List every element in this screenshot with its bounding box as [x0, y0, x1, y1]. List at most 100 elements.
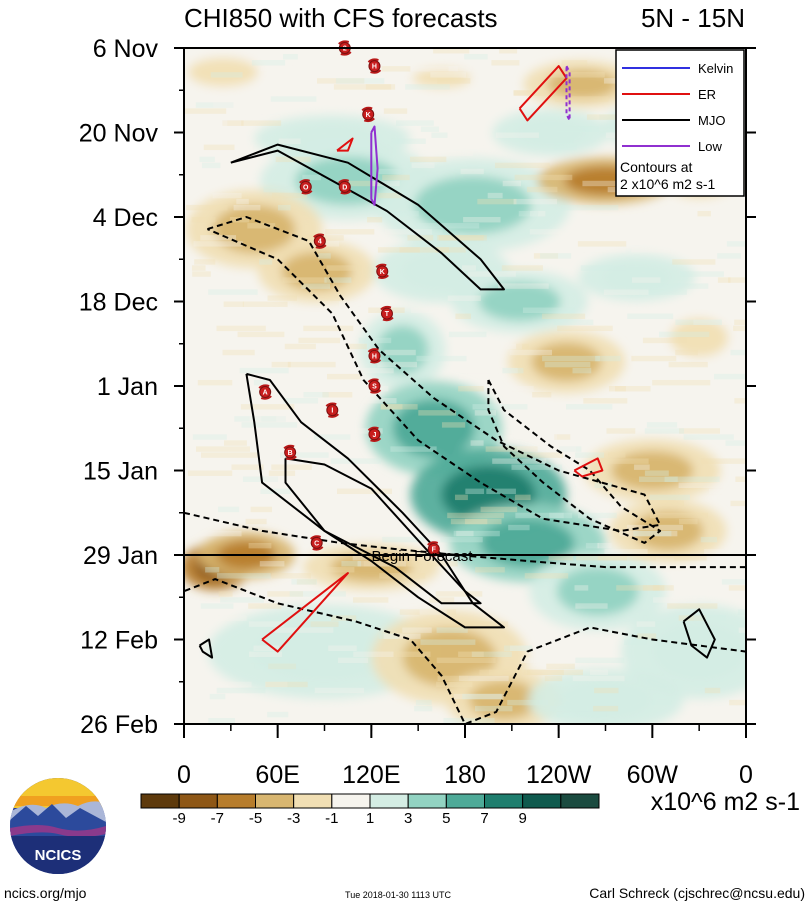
anomaly-stripe [267, 711, 289, 718]
anomaly-stripe [486, 488, 516, 495]
anomaly-stripe [242, 476, 279, 482]
anomaly-stripe [188, 114, 237, 120]
storm-dot-icon [284, 446, 297, 459]
y-tick-label: 1 Jan [97, 373, 158, 401]
anomaly-stripe [556, 126, 592, 132]
anomaly-stripe [465, 488, 485, 495]
anomaly-stripe [384, 229, 432, 235]
anomaly-stripe [191, 217, 216, 223]
anomaly-stripe [463, 217, 501, 223]
anomaly-stripe [363, 561, 420, 567]
y-tick-label: 26 Feb [80, 711, 158, 739]
anomaly-stripe [414, 705, 433, 712]
contour-mjo-positive [198, 638, 214, 659]
anomaly-stripe [268, 663, 297, 670]
anomaly-stripe [667, 603, 718, 609]
anomaly-stripe [192, 271, 211, 277]
anomaly-stripe [335, 78, 385, 84]
anomaly-stripe [507, 699, 548, 706]
anomaly-stripe [330, 458, 382, 464]
anomaly-stripe [237, 331, 285, 338]
anomaly-stripe [548, 555, 574, 561]
anomaly-stripe [577, 512, 617, 519]
anomaly-stripe [553, 319, 594, 326]
anomaly-stripe [371, 180, 400, 187]
anomaly-stripe [462, 265, 476, 271]
storm-swirl-icon [309, 535, 324, 551]
storm-label: H [372, 353, 377, 360]
anomaly-stripe [248, 542, 272, 549]
anomaly-stripe [542, 355, 600, 362]
anomaly-stripe [734, 319, 746, 326]
anomaly-blob [412, 68, 471, 88]
anomaly-stripe [510, 645, 529, 651]
anomaly-stripe [266, 307, 322, 313]
anomaly-stripe [283, 54, 298, 60]
anomaly-stripe [678, 482, 725, 489]
anomaly-blob [392, 399, 475, 458]
anomaly-stripe [357, 561, 406, 567]
anomaly-stripe [728, 277, 746, 283]
anomaly-stripe [199, 156, 215, 163]
anomaly-stripe [735, 476, 746, 482]
anomaly-stripe [529, 229, 563, 235]
anomaly-stripe [337, 398, 397, 404]
storm-dot-icon [368, 428, 381, 441]
legend-label-mjo: MJO [698, 113, 725, 128]
legend: Kelvin ER MJO Low Contours at 2 x10^6 m2 s-… [615, 49, 745, 197]
contour-low-negative [370, 125, 379, 206]
anomaly-stripe [322, 567, 355, 573]
anomaly-stripe [409, 66, 458, 72]
anomaly-blob [468, 680, 540, 720]
anomaly-stripe [678, 615, 706, 621]
anomaly-stripe [560, 204, 619, 211]
anomaly-stripe [365, 84, 396, 90]
anomaly-stripe [633, 530, 672, 537]
anomaly-stripe [218, 591, 233, 597]
anomaly-stripe [353, 651, 394, 658]
anomaly-stripe [317, 78, 365, 84]
anomaly-stripe [328, 645, 357, 651]
contour-er-negative [261, 572, 349, 653]
anomaly-stripe [594, 687, 619, 694]
colorbar-swatch [140, 793, 180, 809]
anomaly-stripe [442, 223, 480, 229]
anomaly-stripe [303, 325, 354, 332]
anomaly-stripe [597, 555, 657, 561]
anomaly-stripe [377, 717, 421, 724]
anomaly-stripe [545, 639, 580, 645]
anomaly-stripe [184, 108, 227, 114]
anomaly-stripe [564, 126, 599, 132]
anomaly-stripe [501, 265, 543, 271]
anomaly-stripe [670, 229, 689, 235]
anomaly-stripe [541, 313, 586, 320]
contour-mjo-negative [207, 216, 662, 532]
anomaly-stripe [603, 289, 649, 295]
anomaly-stripe [239, 367, 289, 374]
colorbar-swatch [369, 793, 409, 809]
anomaly-stripe [385, 603, 444, 609]
anomaly-stripe [267, 591, 304, 597]
anomaly-stripe [241, 422, 298, 428]
anomaly-blob [400, 252, 483, 291]
anomaly-stripe [599, 114, 628, 120]
anomaly-stripe [580, 265, 626, 271]
anomaly-stripe [343, 48, 393, 54]
anomaly-stripe [223, 301, 244, 307]
anomaly-stripe [210, 72, 243, 78]
anomaly-stripe [586, 114, 630, 120]
anomaly-stripe [260, 488, 291, 495]
anomaly-stripe [419, 609, 447, 615]
anomaly-stripe [700, 536, 718, 543]
anomaly-stripe [322, 392, 353, 398]
storm-label: O [303, 184, 309, 191]
y-tick-label: 15 Jan [83, 458, 158, 486]
anomaly-stripe [624, 639, 647, 645]
anomaly-stripe [495, 132, 539, 138]
anomaly-stripe [312, 241, 340, 247]
anomaly-stripe [458, 675, 509, 682]
anomaly-stripe [636, 621, 656, 627]
anomaly-stripe [713, 373, 746, 380]
anomaly-stripe [420, 639, 476, 645]
